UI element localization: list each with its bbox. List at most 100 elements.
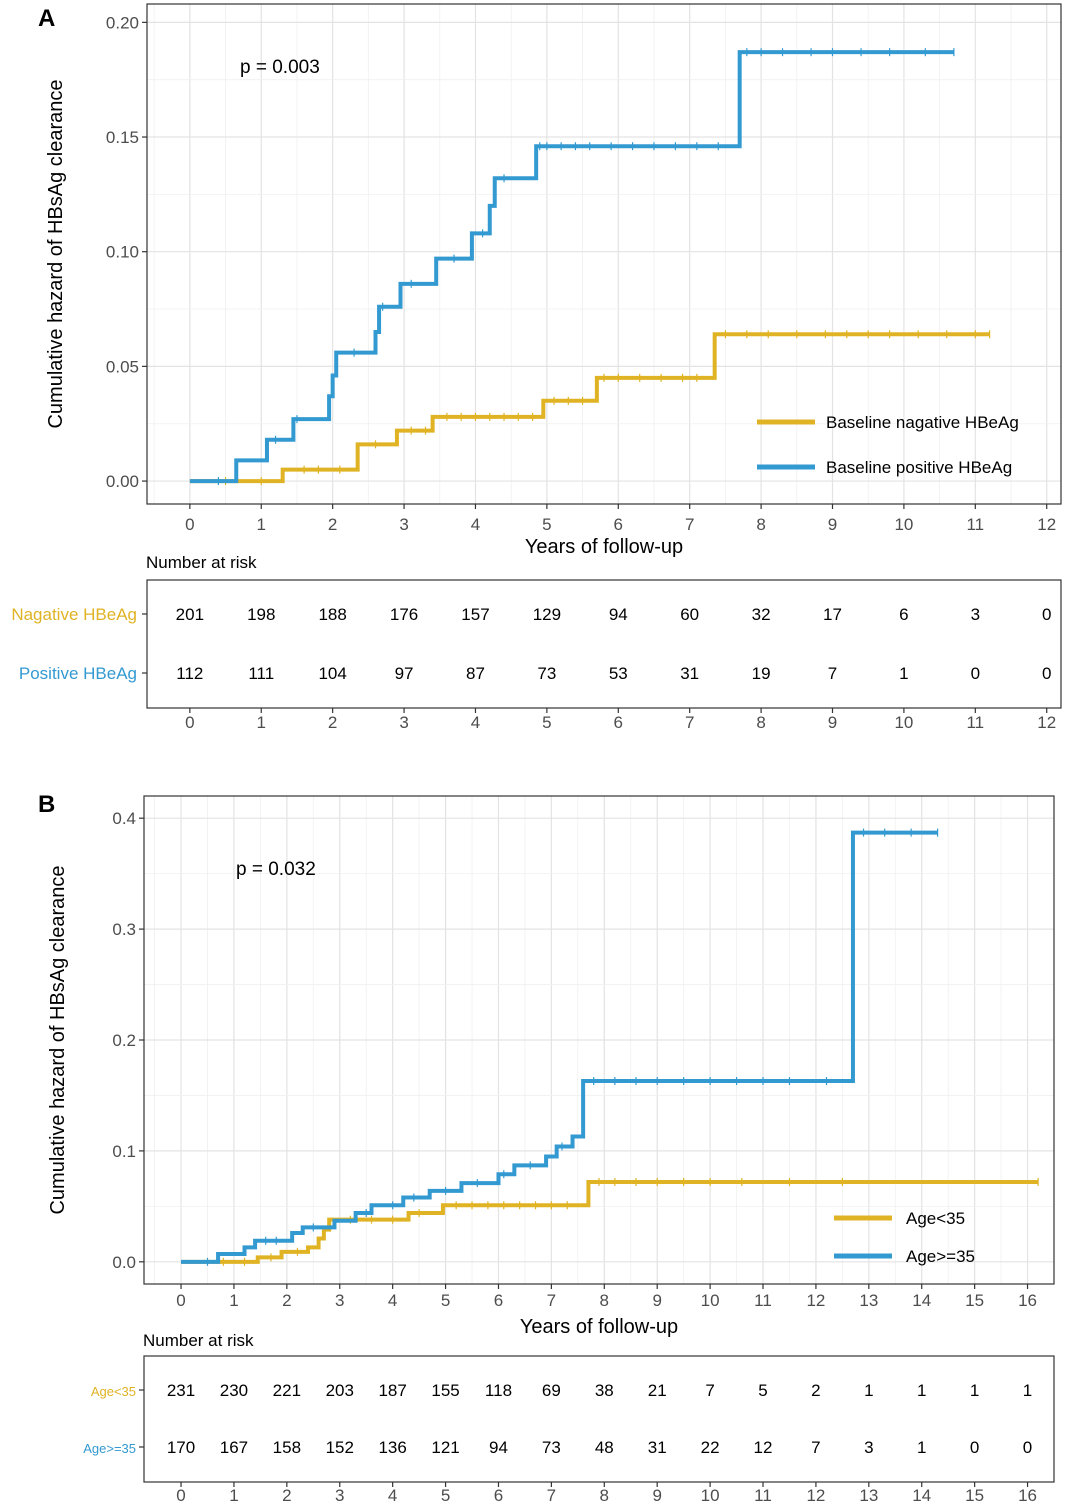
risk-count: 231 [167, 1381, 195, 1400]
risk-x-tick-label: 3 [399, 713, 408, 732]
x-tick-label: 15 [965, 1291, 984, 1310]
x-tick-label: 14 [912, 1291, 931, 1310]
x-tick-label: 10 [701, 1291, 720, 1310]
risk-count: 0 [1042, 664, 1051, 683]
risk-count: 201 [176, 605, 204, 624]
y-tick-label: 0.05 [106, 357, 139, 376]
risk-x-tick-label: 0 [185, 713, 194, 732]
risk-x-tick-label: 11 [966, 713, 984, 732]
x-tick-label: 3 [399, 515, 408, 534]
risk-count: 32 [752, 605, 771, 624]
y-tick-label: 0.10 [106, 243, 139, 262]
x-tick-label: 1 [229, 1291, 238, 1310]
risk-x-tick-label: 6 [494, 1486, 503, 1504]
y-tick-label: 0.4 [112, 809, 136, 828]
risk-row-label: Age<35 [91, 1384, 136, 1399]
risk-count: 104 [318, 664, 346, 683]
risk-count: 155 [431, 1381, 459, 1400]
risk-x-tick-label: 8 [756, 713, 765, 732]
series-second [181, 828, 939, 1266]
y-tick-label: 0.00 [106, 472, 139, 491]
risk-count: 1 [899, 664, 908, 683]
risk-x-tick-label: 10 [894, 713, 913, 732]
y-tick-label: 0.20 [106, 13, 139, 32]
risk-table-title: Number at risk [143, 1331, 254, 1350]
risk-count: 7 [828, 664, 837, 683]
risk-count: 31 [648, 1438, 667, 1457]
x-tick-label: 11 [966, 515, 984, 534]
risk-x-tick-label: 10 [701, 1486, 720, 1504]
risk-count: 97 [395, 664, 414, 683]
risk-x-tick-label: 12 [806, 1486, 825, 1504]
x-tick-label: 3 [335, 1291, 344, 1310]
risk-count: 167 [220, 1438, 248, 1457]
risk-count: 1 [917, 1438, 926, 1457]
panel-letter: B [38, 791, 55, 818]
risk-count: 19 [752, 664, 771, 683]
risk-count: 48 [595, 1438, 614, 1457]
y-tick-label: 0.1 [112, 1142, 136, 1161]
risk-x-tick-label: 9 [828, 713, 837, 732]
risk-x-tick-label: 0 [176, 1486, 185, 1504]
risk-count: 69 [542, 1381, 561, 1400]
x-axis-title: Years of follow-up [525, 536, 683, 558]
risk-count: 152 [326, 1438, 354, 1457]
risk-x-tick-label: 4 [471, 713, 480, 732]
risk-count: 136 [378, 1438, 406, 1457]
x-tick-label: 7 [685, 515, 694, 534]
risk-count: 12 [754, 1438, 773, 1457]
x-tick-label: 6 [494, 1291, 503, 1310]
risk-count: 188 [318, 605, 346, 624]
risk-count: 3 [971, 605, 980, 624]
risk-count: 1 [864, 1381, 873, 1400]
y-axis-title: Cumulative hazard of HBsAg clearance [45, 79, 67, 428]
x-tick-label: 8 [756, 515, 765, 534]
x-tick-label: 16 [1018, 1291, 1037, 1310]
risk-count: 158 [273, 1438, 301, 1457]
x-tick-label: 4 [471, 515, 480, 534]
risk-x-tick-label: 3 [335, 1486, 344, 1504]
series-line [181, 830, 938, 1264]
risk-count: 118 [485, 1381, 512, 1400]
risk-x-tick-label: 14 [912, 1486, 931, 1504]
x-tick-label: 5 [542, 515, 551, 534]
series-line [189, 332, 990, 484]
risk-count: 203 [326, 1381, 354, 1400]
risk-count: 38 [595, 1381, 614, 1400]
x-tick-label: 9 [828, 515, 837, 534]
risk-x-tick-label: 13 [859, 1486, 878, 1504]
y-tick-label: 0.2 [112, 1031, 136, 1050]
risk-count: 111 [248, 664, 274, 683]
x-tick-label: 4 [388, 1291, 397, 1310]
risk-row-label: Age>=35 [83, 1441, 136, 1456]
risk-row-label: Positive HBeAg [19, 664, 137, 683]
risk-count: 0 [1023, 1438, 1032, 1457]
grid [147, 4, 1061, 504]
risk-count: 94 [489, 1438, 508, 1457]
risk-x-tick-label: 15 [965, 1486, 984, 1504]
risk-count: 17 [823, 605, 842, 624]
risk-x-tick-label: 12 [1037, 713, 1056, 732]
y-axis-title: Cumulative hazard of HBsAg clearance [47, 865, 69, 1214]
chart-panel-A: A0.000.050.100.150.200 1 2 3 4 5 6 7 8 9 10 11 12Cum… [11, 3, 1062, 732]
risk-count: 1 [1023, 1381, 1032, 1400]
risk-x-tick-label: 2 [328, 713, 337, 732]
legend-label: Age<35 [906, 1209, 965, 1228]
risk-count: 73 [537, 664, 556, 683]
risk-count: 230 [220, 1381, 248, 1400]
plot-border [146, 3, 1062, 505]
risk-count: 187 [378, 1381, 406, 1400]
series-first [189, 330, 991, 486]
risk-x-tick-label: 5 [441, 1486, 450, 1504]
series-second [189, 48, 955, 486]
legend: Age<35 Age>=35 [834, 1209, 975, 1266]
y-tick-label: 0.0 [112, 1253, 136, 1272]
risk-x-tick-label: 6 [614, 713, 623, 732]
x-axis-title: Years of follow-up [520, 1316, 678, 1338]
x-tick-label: 12 [806, 1291, 825, 1310]
legend-label: Age>=35 [906, 1247, 975, 1266]
risk-count: 7 [811, 1438, 820, 1457]
risk-count: 0 [971, 664, 980, 683]
